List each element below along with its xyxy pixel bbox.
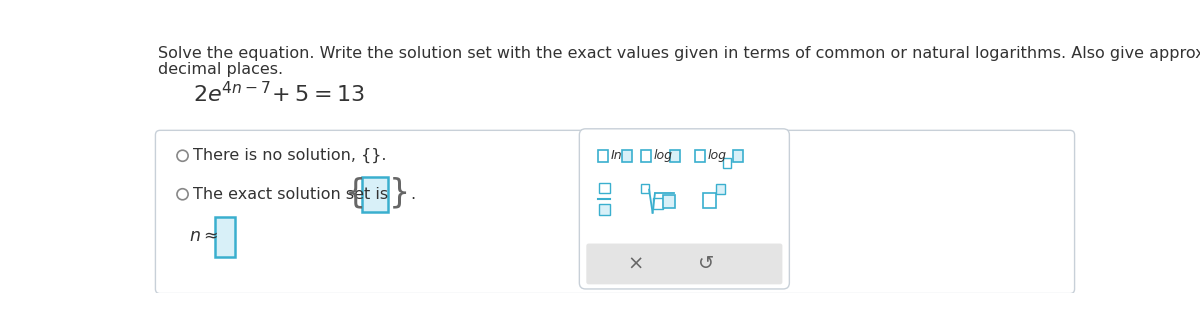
Text: log: log — [654, 149, 673, 162]
Text: There is no solution, {}.: There is no solution, {}. — [193, 148, 386, 164]
FancyBboxPatch shape — [156, 130, 1074, 293]
FancyBboxPatch shape — [623, 150, 632, 162]
FancyBboxPatch shape — [664, 195, 676, 208]
FancyBboxPatch shape — [215, 217, 235, 257]
FancyBboxPatch shape — [716, 184, 725, 194]
Text: Solve the equation. Write the solution set with the exact values given in terms : Solve the equation. Write the solution s… — [157, 46, 1200, 62]
FancyBboxPatch shape — [670, 150, 679, 162]
FancyBboxPatch shape — [587, 243, 782, 284]
Text: ↺: ↺ — [697, 254, 714, 273]
Text: $\{$: $\{$ — [343, 176, 362, 211]
Text: log: log — [708, 149, 727, 162]
Text: $\}$: $\}$ — [388, 176, 407, 211]
Text: The exact solution set is: The exact solution set is — [193, 187, 389, 202]
Text: $2e^{4n-7}\!+5=13$: $2e^{4n-7}\!+5=13$ — [193, 82, 365, 107]
Text: decimal places.: decimal places. — [157, 62, 283, 77]
Text: In: In — [611, 149, 623, 162]
FancyBboxPatch shape — [733, 150, 743, 162]
Text: .: . — [410, 187, 415, 202]
FancyBboxPatch shape — [599, 204, 610, 215]
Text: $n \approx$: $n \approx$ — [188, 228, 218, 245]
Text: ×: × — [628, 254, 644, 273]
FancyBboxPatch shape — [361, 177, 388, 212]
FancyBboxPatch shape — [580, 129, 790, 289]
